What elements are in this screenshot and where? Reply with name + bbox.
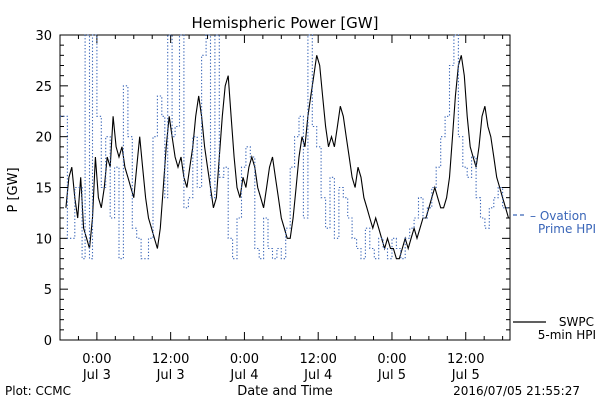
series-line-ovation-prime-hpi [60, 34, 510, 260]
series-layer [60, 34, 510, 260]
y-tick-label: 5 [44, 283, 52, 298]
y-axis: 0 5 10 15 20 25 30 [35, 29, 510, 349]
y-tick-label: 15 [35, 182, 52, 197]
x-tick-label-date: Jul 3 [156, 368, 185, 383]
footer-plot-source: Plot: CCMC [5, 384, 71, 398]
x-tick-label-time: 12:00 [447, 352, 484, 367]
x-tick-label-date: Jul 4 [229, 368, 258, 383]
chart-title: Hemispheric Power [GW] [192, 14, 379, 32]
legend-label-swpc-line2: 5-min HPI [538, 328, 596, 342]
x-tick-label-date: Jul 3 [82, 368, 111, 383]
x-tick-label-time: 0:00 [377, 352, 406, 367]
y-tick-label: 30 [35, 29, 52, 44]
x-tick-label-time: 12:00 [299, 352, 336, 367]
y-tick-label: 0 [44, 334, 52, 349]
y-tick-label: 10 [35, 232, 52, 247]
legend-label-swpc-line1: SWPC [559, 315, 594, 329]
x-tick-label-time: 0:00 [82, 352, 111, 367]
x-tick-label-time: 0:00 [230, 352, 259, 367]
legend-label-ovation-line2: Prime HPI [538, 222, 596, 236]
x-axis-label: Date and Time [237, 384, 333, 399]
x-tick-label-date: Jul 5 [377, 368, 406, 383]
x-tick-label-date: Jul 5 [451, 368, 480, 383]
x-tick-label-date: Jul 4 [303, 368, 332, 383]
footer-timestamp: 2016/07/05 21:55:27 [453, 384, 580, 398]
legend-label-ovation-line1: – Ovation [530, 209, 587, 223]
x-tick-label-time: 12:00 [152, 352, 189, 367]
y-tick-label: 20 [35, 131, 52, 146]
plot-frame [59, 34, 511, 341]
y-tick-label: 25 [35, 80, 52, 95]
y-axis-label: P [GW] [6, 167, 21, 212]
series-line-swpc-5-min-hpi [65, 55, 510, 260]
